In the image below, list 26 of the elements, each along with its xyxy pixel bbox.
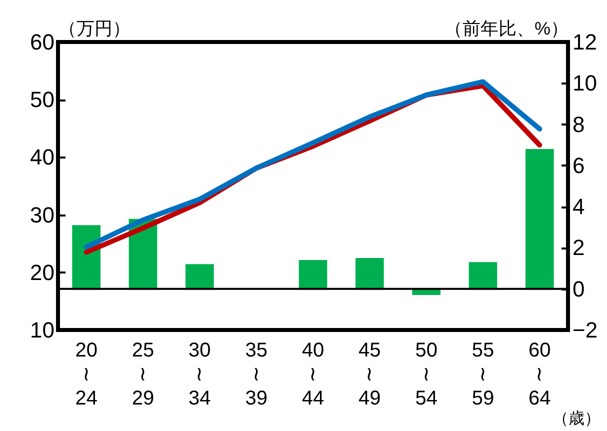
y2-tick-label: 10 (572, 70, 597, 96)
y-tick-label: 50 (30, 87, 54, 112)
y2-tick-label: 12 (572, 30, 597, 54)
x-tick-label: 60 ≀ 64 (528, 340, 551, 410)
y-tick-label: 30 (30, 202, 54, 228)
y-tick-label: 10 (30, 318, 54, 342)
y-tick-label: 20 (30, 260, 54, 285)
x-tick-label: 25 ≀ 29 (132, 340, 154, 410)
x-tick-label: 50 ≀ 54 (415, 340, 438, 410)
y2-tick-label: 0 (572, 276, 585, 302)
y2-tick-label: 6 (572, 152, 585, 178)
y-axis-title: （万円） (58, 18, 130, 38)
x-axis-title: （歳） (552, 410, 600, 428)
y2-axis-title: （前年比、%） (444, 18, 568, 38)
x-tick-label: 20 ≀ 24 (75, 340, 98, 410)
x-tick-label: 30 ≀ 34 (188, 340, 211, 410)
y-tick-label: 40 (30, 144, 54, 170)
y2-tick-label: 8 (572, 112, 585, 137)
y2-tick-label: 2 (572, 235, 585, 260)
x-tick-label: 45 ≀ 49 (358, 340, 381, 410)
x-tick-label: 35 ≀ 39 (245, 340, 268, 410)
x-tick-label: 55 ≀ 59 (472, 340, 494, 410)
y2-tick-label: −2 (572, 318, 598, 342)
y-tick-label: 60 (30, 30, 54, 54)
x-tick-label: 40 ≀ 44 (302, 340, 324, 410)
y2-tick-label: 4 (572, 194, 585, 220)
